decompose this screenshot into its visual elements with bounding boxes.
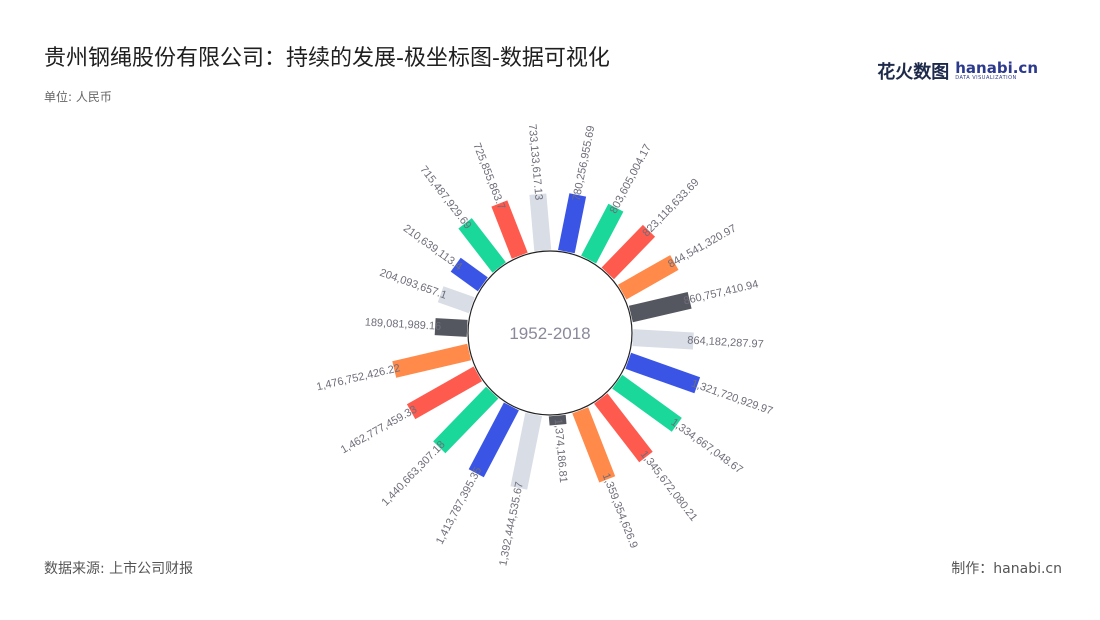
bars-layer	[392, 193, 701, 490]
center-circle	[467, 250, 633, 416]
bar-3	[601, 224, 656, 280]
bar-label-11: 1,374,186.81	[552, 418, 570, 483]
logo-tagline: DATA VISUALIZATION	[955, 75, 1017, 81]
bar-label-19: 210,639,113.4	[401, 222, 464, 273]
bar-16	[392, 343, 472, 378]
bar-14	[433, 386, 499, 454]
bar-label-16: 1,476,752,426.22	[315, 362, 401, 393]
bar-18	[437, 286, 475, 314]
center-label: 1952-2018	[509, 324, 590, 343]
logo-english: hanabi.cn DATA VISUALIZATION	[955, 61, 1038, 81]
data-source: 数据来源: 上市公司财报	[44, 561, 194, 577]
bar-label-1: 780,256,955.69	[571, 125, 598, 202]
chart-title: 贵州钢绳股份有限公司：持续的发展-极坐标图-数据可视化	[44, 46, 610, 71]
bar-19	[450, 257, 488, 292]
logo-english-text: hanabi.cn	[955, 59, 1038, 77]
bar-4	[618, 255, 679, 300]
bar-label-0: 733,133,617.13	[526, 123, 545, 200]
bar-2	[581, 203, 624, 264]
bar-1	[558, 193, 587, 254]
bar-20	[458, 218, 506, 273]
bar-13	[468, 402, 519, 478]
bar-6	[632, 329, 694, 350]
bar-15	[406, 366, 482, 420]
bar-label-15: 1,462,777,459.33	[339, 403, 419, 456]
bar-label-2: 803,605,004.17	[608, 142, 654, 215]
bar-label-4: 844,541,320.97	[666, 222, 738, 270]
bar-label-7: 1,321,720,929.97	[690, 378, 775, 418]
unit-label: 单位: 人民币	[44, 90, 112, 104]
bar-label-8: 1,334,667,048.67	[668, 416, 744, 476]
bar-21	[491, 200, 528, 259]
maker-credit: 制作：hanabi.cn	[951, 561, 1062, 577]
bar-17	[434, 318, 468, 337]
bar-12	[510, 412, 542, 490]
bar-label-10: 1,359,354,626.9	[600, 472, 640, 550]
bar-label-12: 1,392,444,535.67	[497, 481, 526, 567]
bar-label-9: 1,345,672,080.21	[638, 449, 700, 524]
brand-logo: 花火数图 hanabi.cn DATA VISUALIZATION	[877, 58, 1038, 84]
bar-label-20: 715,487,929.69	[417, 164, 473, 232]
bar-label-17: 189,081,989.16	[364, 317, 441, 333]
bar-8	[612, 374, 682, 432]
bar-label-18: 204,093,657.1	[378, 267, 448, 302]
bar-11	[548, 414, 567, 426]
bar-5	[628, 292, 692, 323]
bar-label-21: 725,855,863.7	[470, 141, 507, 211]
bar-label-5: 860,757,410.94	[682, 278, 759, 307]
bar-label-6: 864,182,287.97	[687, 335, 764, 351]
bar-10	[572, 407, 616, 483]
bar-7	[625, 352, 701, 394]
bar-9	[594, 393, 653, 463]
bar-0	[529, 193, 552, 252]
bar-label-14: 1,440,663,307.18	[379, 439, 447, 509]
bar-label-13: 1,413,787,395.35	[434, 465, 484, 546]
logo-chinese-text: 花火数图	[877, 62, 950, 83]
bar-label-3: 823,118,633.69	[640, 177, 701, 240]
